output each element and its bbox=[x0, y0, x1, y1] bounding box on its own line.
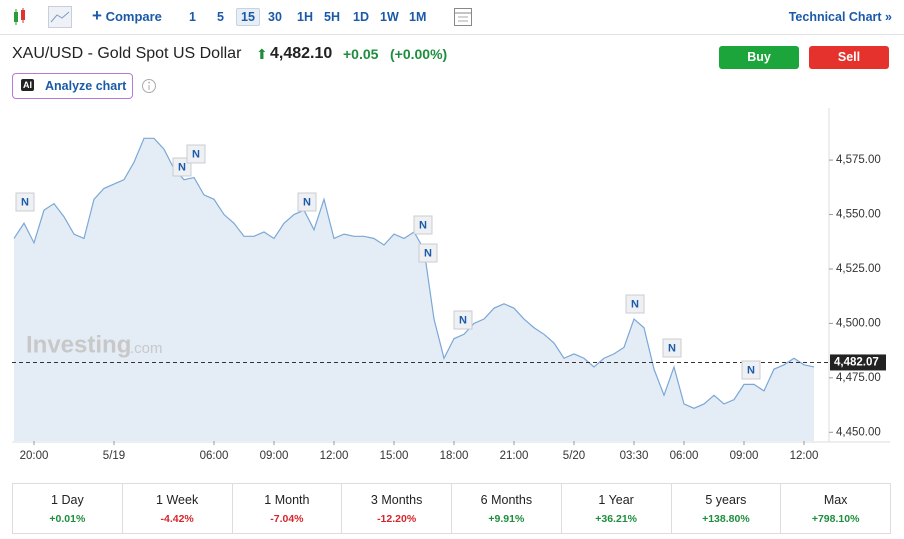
period: Max bbox=[823, 493, 848, 507]
performance-cell[interactable]: 1 Month -7.04% bbox=[233, 484, 343, 533]
performance-cell[interactable]: 1 Week -4.42% bbox=[123, 484, 233, 533]
period-change: +798.10% bbox=[811, 513, 860, 525]
interval-button[interactable]: 5 bbox=[217, 10, 224, 24]
news-marker-label: N bbox=[192, 148, 200, 160]
performance-bar: 1 Day +0.01% 1 Week -4.42% 1 Month -7.04% 3 Mo… bbox=[12, 483, 891, 534]
sell-button[interactable]: Sell bbox=[809, 46, 889, 69]
x-tick-label: 12:00 bbox=[790, 450, 819, 462]
news-marker bbox=[418, 243, 438, 263]
x-tick-label: 09:00 bbox=[730, 450, 759, 462]
last-price-label: 4,482.07 bbox=[834, 356, 879, 368]
period-change: +0.01% bbox=[49, 513, 86, 525]
change-pct: (+0.00%) bbox=[390, 46, 448, 62]
news-marker bbox=[297, 192, 317, 212]
x-tick-label: 21:00 bbox=[500, 450, 529, 462]
up-arrow: ⬆ bbox=[256, 46, 268, 62]
buy-button[interactable]: Buy bbox=[719, 46, 799, 69]
x-tick-label: 5/19 bbox=[103, 450, 125, 462]
period-change: -4.42% bbox=[160, 513, 194, 525]
performance-cell[interactable]: 5 years +138.80% bbox=[672, 484, 782, 533]
instrument-title: XAU/USD - Gold Spot US Dollar bbox=[12, 45, 242, 62]
news-marker-label: N bbox=[747, 364, 755, 376]
ai-badge: AI bbox=[21, 79, 34, 91]
period: 1 Week bbox=[156, 493, 199, 507]
news-marker bbox=[15, 192, 35, 212]
news-marker-label: N bbox=[303, 196, 311, 208]
period: 1 Month bbox=[264, 493, 310, 507]
period-change: +9.91% bbox=[488, 513, 525, 525]
y-tick-label: 4,450.00 bbox=[836, 426, 881, 438]
period: 1 Day bbox=[51, 493, 84, 507]
x-tick-label: 03:30 bbox=[620, 450, 649, 462]
chart: 4,450.00 4,475.00 4,500.00 4,525.00 4,550.00… bbox=[12, 108, 890, 463]
news-marker bbox=[662, 338, 682, 358]
interval-button[interactable]: 15 bbox=[236, 8, 260, 26]
interval-button[interactable]: 5H bbox=[324, 10, 340, 24]
news-marker-label: N bbox=[21, 196, 29, 208]
y-tick-label: 4,525.00 bbox=[836, 263, 881, 275]
news-marker bbox=[625, 294, 645, 314]
news-marker bbox=[413, 215, 433, 235]
period-change: -12.20% bbox=[377, 513, 417, 525]
period: 6 Months bbox=[480, 493, 533, 507]
news-marker-label: N bbox=[424, 247, 432, 259]
interval-button[interactable]: 1M bbox=[409, 10, 427, 24]
x-tick-label: 06:00 bbox=[670, 450, 699, 462]
news-marker-label: N bbox=[631, 298, 639, 310]
period: 1 Year bbox=[598, 493, 634, 507]
x-tick-label: 20:00 bbox=[20, 450, 49, 462]
performance-cell[interactable]: 3 Months -12.20% bbox=[342, 484, 452, 533]
period-change: +138.80% bbox=[702, 513, 750, 525]
performance-cell[interactable]: 6 Months +9.91% bbox=[452, 484, 562, 533]
y-tick-label: 4,500.00 bbox=[836, 317, 881, 329]
toolbar: + Compare 1 5 15 30 1H 5H 1D 1W 1M Technical Cha… bbox=[0, 0, 904, 35]
interval-button[interactable]: 1W bbox=[380, 10, 399, 24]
period-change: -7.04% bbox=[270, 513, 304, 525]
performance-cell[interactable]: Max +798.10% bbox=[781, 484, 890, 533]
price: 4,482.10 bbox=[270, 45, 333, 62]
period: 5 years bbox=[705, 493, 747, 507]
period: 3 Months bbox=[370, 493, 423, 507]
y-tick-label: 4,550.00 bbox=[836, 209, 881, 221]
analyze-button[interactable]: AI Analyze chart bbox=[12, 73, 133, 99]
news-marker bbox=[453, 310, 473, 330]
x-tick-label: 5/20 bbox=[563, 450, 585, 462]
x-tick-label: 15:00 bbox=[380, 450, 409, 462]
news-marker bbox=[186, 144, 206, 164]
area bbox=[14, 138, 814, 441]
x-tick-label: 18:00 bbox=[440, 450, 469, 462]
change: +0.05 bbox=[343, 46, 379, 62]
news-marker-label: N bbox=[668, 342, 676, 354]
watermark: Investing bbox=[26, 331, 131, 358]
candle-icon[interactable] bbox=[12, 8, 32, 26]
compare-label: Compare bbox=[105, 9, 162, 24]
technical-chart-label: Technical Chart bbox=[788, 10, 882, 24]
interval-button[interactable]: 30 bbox=[268, 10, 282, 24]
watermark-suffix: .com bbox=[130, 340, 163, 357]
news-marker-label: N bbox=[459, 314, 467, 326]
period-change: +36.21% bbox=[595, 513, 637, 525]
x-tick-label: 12:00 bbox=[320, 450, 349, 462]
technical-chart-link[interactable]: Technical Chart » bbox=[788, 10, 892, 24]
calendar-icon[interactable] bbox=[453, 7, 473, 27]
performance-cell[interactable]: 1 Year +36.21% bbox=[562, 484, 672, 533]
info-icon[interactable] bbox=[141, 78, 157, 94]
news-marker-label: N bbox=[178, 161, 186, 173]
analyze-label: Analyze chart bbox=[45, 79, 127, 93]
y-tick-label: 4,575.00 bbox=[836, 154, 881, 166]
interval-button[interactable]: 1D bbox=[353, 10, 369, 24]
performance-cell[interactable]: 1 Day +0.01% bbox=[13, 484, 123, 533]
x-tick-label: 09:00 bbox=[260, 450, 289, 462]
last-price-box bbox=[830, 354, 886, 371]
compare-button[interactable]: + Compare bbox=[92, 6, 162, 25]
news-marker-label: N bbox=[419, 219, 427, 231]
y-tick-label: 4,475.00 bbox=[836, 372, 881, 384]
news-marker bbox=[741, 360, 761, 380]
interval-button[interactable]: 1 bbox=[189, 10, 196, 24]
interval-button[interactable]: 1H bbox=[297, 10, 313, 24]
area-icon[interactable] bbox=[48, 6, 72, 28]
x-tick-label: 06:00 bbox=[200, 450, 229, 462]
